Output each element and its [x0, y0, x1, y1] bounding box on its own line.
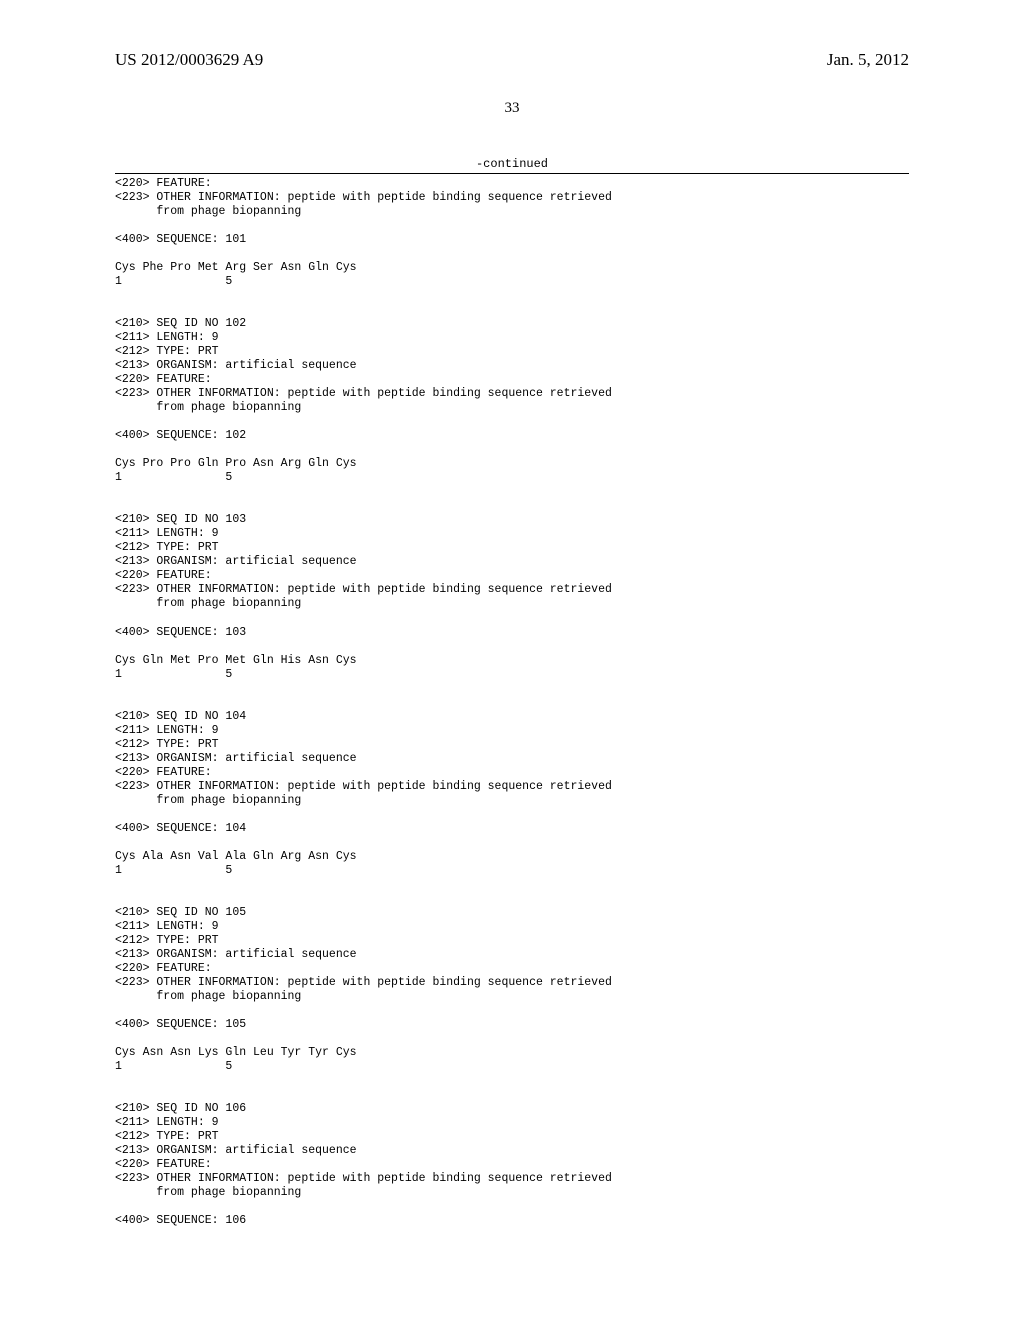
- page-number: 33: [115, 100, 909, 117]
- page: US 2012/0003629 A9 Jan. 5, 2012 33 -cont…: [0, 0, 1024, 1320]
- sequence-rule: [115, 173, 909, 174]
- continued-label: -continued: [115, 157, 909, 171]
- sequence-listing: <220> FEATURE: <223> OTHER INFORMATION: …: [115, 177, 909, 1242]
- publication-number: US 2012/0003629 A9: [115, 50, 263, 70]
- publication-date: Jan. 5, 2012: [827, 50, 909, 70]
- page-header: US 2012/0003629 A9 Jan. 5, 2012: [115, 50, 909, 70]
